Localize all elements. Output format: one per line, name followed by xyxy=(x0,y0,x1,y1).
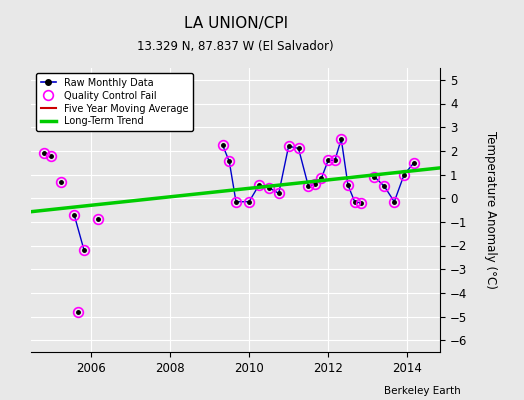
Legend: Raw Monthly Data, Quality Control Fail, Five Year Moving Average, Long-Term Tren: Raw Monthly Data, Quality Control Fail, … xyxy=(36,73,193,131)
Y-axis label: Temperature Anomaly (°C): Temperature Anomaly (°C) xyxy=(484,131,497,289)
Text: Berkeley Earth: Berkeley Earth xyxy=(385,386,461,396)
Text: LA UNION/CPI: LA UNION/CPI xyxy=(184,16,288,31)
Text: 13.329 N, 87.837 W (El Salvador): 13.329 N, 87.837 W (El Salvador) xyxy=(137,40,334,53)
